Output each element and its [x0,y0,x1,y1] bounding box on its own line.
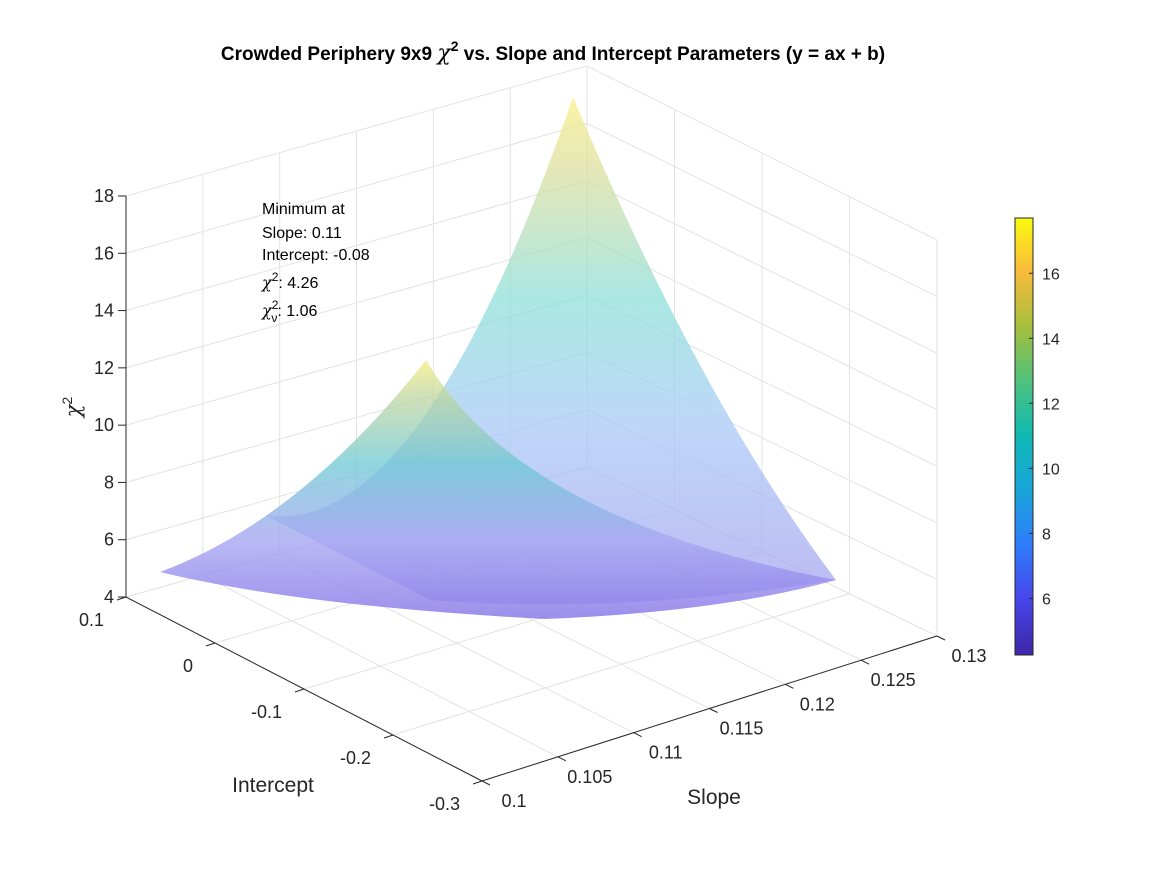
grid-line-floor-y [392,593,850,736]
y-tick-mark [205,642,216,647]
annotation-chiv-superscript: 2 [272,298,279,312]
colorbar: 6 8 10 12 14 16 [1014,217,1060,656]
y-tick-label: -0.3 [429,794,460,814]
annotation-line-chi2-reduced: χ2 ν: 1.06 [261,298,318,325]
grid-line-z [125,122,938,298]
z-tick-label: 18 [94,186,114,206]
z-axis-chi-symbol: χ [61,403,85,419]
annotation-line-chi2: χ2: 4.26 [261,270,319,292]
x-tick-mark [557,756,567,762]
title-chi-superscript: 2 [451,38,459,54]
x-tick-label: 0.11 [649,743,683,763]
z-tick-labels: 4 6 8 10 12 14 16 18 [94,186,126,607]
z-tick-label: 4 [104,587,114,607]
y-tick-labels: 0.1 0 -0.1 -0.2 -0.3 [79,596,483,814]
x-tick-mark [860,659,870,665]
x-tick-mark [785,683,794,689]
y-tick-label: 0.1 [79,610,104,630]
title-chi-symbol: χ [435,41,452,66]
chi2-surface [160,97,836,619]
x-tick-label: 0.115 [720,719,764,739]
z-tick-label: 6 [104,530,114,550]
colorbar-ticks: 6 8 10 12 14 16 [1029,266,1060,608]
z-axis-label: χ2 [59,397,85,420]
minimum-annotation: Minimum at Slope: 0.11 Intercept: -0.08 … [261,201,370,325]
z-tick-label: 10 [94,415,114,435]
colorbar-gradient-bar [1014,217,1034,656]
colorbar-tick-label: 8 [1042,526,1051,543]
surface-front-sheet [160,360,836,619]
colorbar-tick-label: 14 [1042,331,1060,348]
x-tick-label: 0.125 [871,670,916,690]
x-tick-mark [633,732,642,738]
annotation-chi2v-value: : 1.06 [277,303,317,320]
annotation-line-intercept: Intercept: -0.08 [262,247,370,264]
y-tick-mark [294,688,305,693]
colorbar-tick-label: 12 [1042,396,1060,413]
y-tick-label: 0 [183,656,193,676]
annotation-chiv-symbol: χ [261,301,273,320]
grid-line-z [125,65,938,241]
x-tick-labels: 0.1 0.105 0.11 0.115 0.12 0.125 0.13 [481,635,987,811]
y-tick-mark [383,734,394,739]
title-prefix: Crowded Periphery 9x9 [221,44,437,65]
colorbar-tick-label: 10 [1042,461,1060,478]
annotation-line-slope: Slope: 0.11 [262,225,342,242]
z-axis-chi-superscript: 2 [59,397,75,405]
x-tick-mark [936,635,946,641]
x-axis-label: Slope [687,786,741,809]
chart-title: Crowded Periphery 9x9 χ2 vs. Slope and I… [221,38,885,66]
annotation-chi-superscript: 2 [272,270,279,284]
z-tick-label: 14 [94,301,114,321]
y-tick-mark [472,780,483,785]
x-tick-mark [481,780,491,786]
y-tick-label: -0.1 [251,702,282,722]
title-suffix: vs. Slope and Intercept Parameters (y = … [458,44,885,65]
z-tick-label: 16 [94,243,114,263]
colorbar-tick-label: 16 [1042,266,1060,283]
x-tick-label: 0.105 [567,767,612,787]
x-tick-mark [709,708,718,713]
y-tick-label: -0.2 [340,748,371,768]
annotation-line-minimum: Minimum at [262,201,345,218]
x-tick-label: 0.12 [800,694,835,714]
z-tick-label: 12 [94,358,114,378]
annotation-chi-symbol: χ [261,273,273,292]
x-tick-label: 0.1 [501,791,526,811]
y-axis-label: Intercept [232,774,314,797]
colorbar-tick-label: 6 [1042,591,1051,608]
annotation-chiv-subscript: ν [271,311,277,325]
x-tick-label: 0.13 [951,646,986,666]
annotation-chi2-value: : 4.26 [278,275,318,292]
z-tick-label: 8 [104,472,114,492]
